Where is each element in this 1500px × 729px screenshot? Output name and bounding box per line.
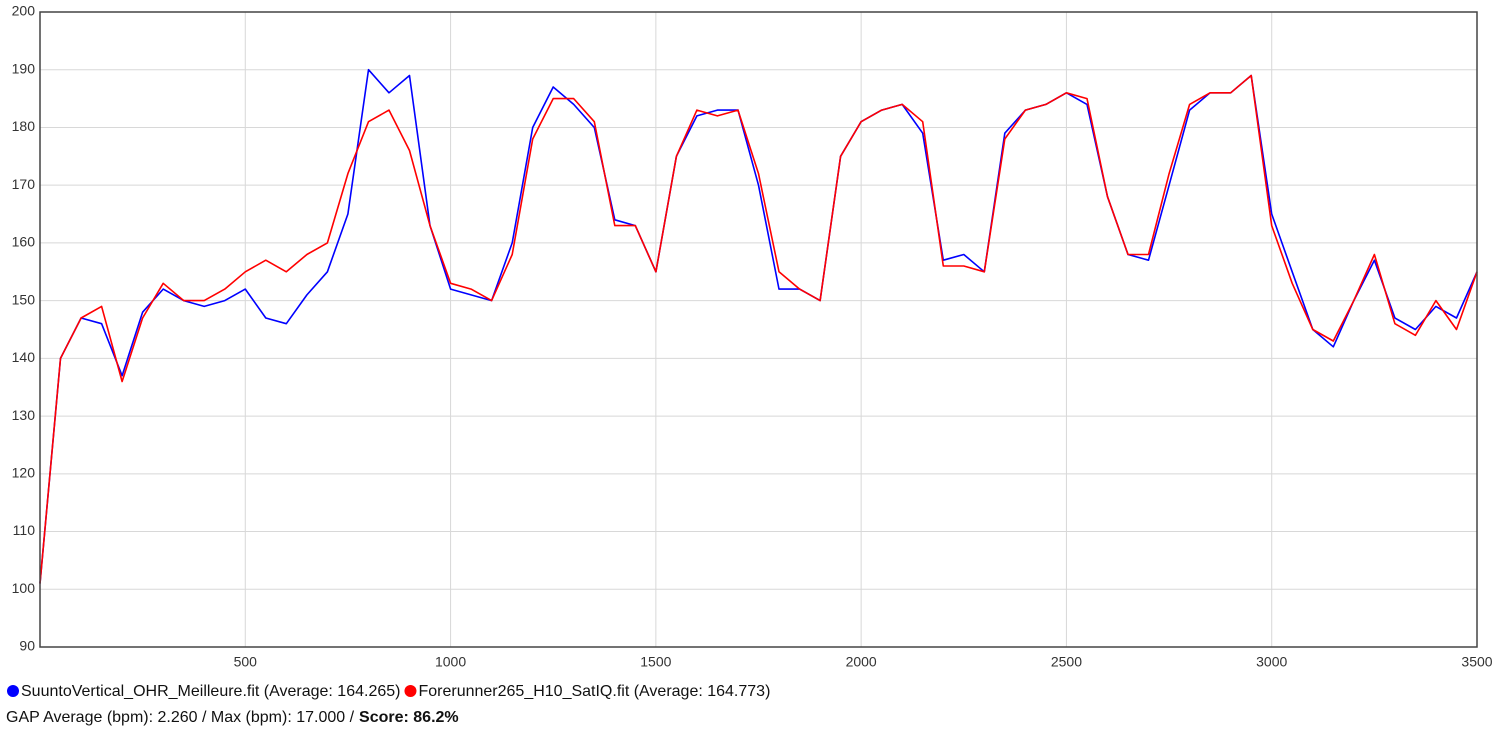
- y-tick-label: 180: [12, 118, 36, 134]
- y-tick-label: 160: [12, 234, 36, 250]
- y-tick-label: 190: [12, 60, 36, 76]
- y-tick-label: 130: [12, 407, 36, 423]
- score-text: Score: 86.2%: [359, 709, 459, 726]
- stats-text: GAP Average (bpm): 2.260 / Max (bpm): 17…: [6, 709, 355, 726]
- x-tick-label: 2000: [846, 654, 877, 670]
- x-tick-label: 1000: [435, 654, 466, 670]
- legend-label[interactable]: Forerunner265_H10_SatIQ.fit (Average: 16…: [418, 683, 770, 700]
- x-tick-label: 3500: [1461, 654, 1492, 670]
- y-tick-label: 140: [12, 349, 36, 365]
- legend-label[interactable]: SuuntoVertical_OHR_Meilleure.fit (Averag…: [21, 683, 400, 700]
- legend-marker[interactable]: [404, 685, 417, 697]
- plot-frame: [39, 11, 1478, 648]
- series-line: [39, 74, 1478, 584]
- x-tick-label: 2500: [1051, 654, 1082, 670]
- legend-marker[interactable]: [7, 685, 19, 697]
- y-tick-label: 200: [12, 3, 36, 19]
- y-tick-label: 150: [12, 291, 36, 307]
- x-tick-label: 1500: [640, 654, 671, 670]
- y-tick-label: 120: [12, 465, 36, 481]
- y-tick-label: 100: [12, 580, 36, 596]
- y-tick-label: 110: [13, 522, 36, 538]
- y-tick-label: 170: [12, 176, 36, 192]
- x-tick-label: 500: [234, 654, 258, 670]
- x-tick-label: 3000: [1256, 654, 1287, 670]
- y-tick-label: 90: [19, 638, 35, 654]
